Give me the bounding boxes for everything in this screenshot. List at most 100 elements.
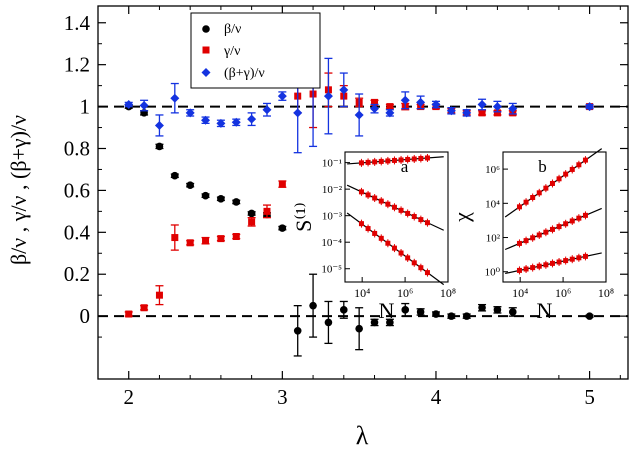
inset-data-point — [391, 157, 397, 163]
inset-data-point — [563, 258, 569, 264]
inset-x-axis-label: N — [379, 298, 395, 323]
inset-data-point — [358, 221, 364, 227]
data-point — [493, 109, 501, 117]
inset-y-tick-label: 10⁻⁵ — [321, 264, 342, 276]
inset-data-point — [523, 199, 529, 205]
inset-data-point — [378, 235, 384, 241]
data-point — [355, 324, 363, 333]
data-point — [202, 237, 210, 245]
data-point — [140, 304, 148, 312]
inset-data-point — [549, 226, 555, 232]
inset-data-point — [411, 214, 417, 220]
inset-data-point — [530, 195, 536, 200]
legend-box — [190, 12, 321, 89]
data-point — [185, 108, 195, 118]
inset-data-point — [543, 229, 549, 235]
data-point — [217, 194, 225, 203]
inset-data-point — [418, 265, 424, 271]
data-point — [293, 327, 302, 335]
data-point — [447, 312, 456, 320]
legend-label-sum: (β+γ)/ν — [224, 66, 265, 81]
data-point — [154, 120, 164, 130]
inset-data-point — [398, 157, 404, 163]
inset-data-point — [556, 224, 562, 230]
data-point — [186, 181, 194, 189]
inset-frame — [502, 151, 607, 283]
inset-data-point — [418, 155, 424, 161]
y-tick-label: 0.4 — [64, 220, 91, 244]
data-point — [416, 308, 425, 316]
data-point — [309, 301, 317, 310]
inset-data-point — [576, 215, 582, 221]
inset-panel-label: a — [401, 157, 409, 176]
data-point — [385, 108, 395, 118]
data-point — [216, 118, 226, 128]
inset-data-point — [523, 238, 529, 244]
data-point — [262, 105, 272, 115]
data-point — [508, 308, 517, 316]
data-point — [277, 91, 287, 101]
data-point — [508, 104, 518, 114]
data-point — [324, 318, 333, 327]
inset-curve — [504, 207, 602, 251]
inset-y-tick-label: 10⁻² — [322, 184, 343, 196]
data-point — [339, 85, 349, 95]
data-point — [477, 99, 487, 109]
inset-data-point — [530, 235, 536, 241]
data-point — [416, 97, 426, 107]
data-point — [278, 224, 287, 232]
inset-x-tick-label: 10⁸ — [598, 286, 614, 300]
data-point — [431, 99, 441, 109]
inset-y-tick-label: 10⁶ — [485, 164, 500, 176]
data-point — [171, 234, 179, 242]
inset-x-tick-label: 10⁶ — [397, 286, 413, 300]
data-point — [263, 207, 271, 215]
x-tick-label: 2 — [123, 385, 134, 409]
inset-data-point — [563, 221, 569, 227]
y-tick-label: 0.6 — [64, 178, 90, 202]
data-point — [278, 180, 286, 188]
inset-data-point — [385, 201, 391, 207]
inset-data-point — [424, 155, 430, 161]
data-point — [462, 312, 471, 320]
data-point — [323, 91, 333, 101]
inset-data-point — [569, 166, 575, 172]
inset-curve — [346, 184, 444, 231]
inset-data-point — [536, 232, 542, 238]
inset-y-tick-label: 10⁻³ — [322, 211, 343, 223]
inset-x-tick-label: 10⁴ — [354, 286, 370, 300]
inset-data-point — [576, 162, 582, 168]
data-point — [232, 198, 241, 206]
inset-data-point — [405, 210, 411, 216]
data-point — [247, 114, 257, 124]
y-tick-label: 0.8 — [64, 136, 90, 160]
data-point — [170, 93, 180, 103]
inset-data-point — [378, 198, 384, 204]
inset-data-point — [543, 185, 549, 191]
inset-data-point — [398, 250, 404, 256]
inset-data-point — [569, 256, 575, 262]
data-point — [125, 310, 133, 318]
data-point — [155, 291, 163, 299]
inset-data-point — [530, 265, 536, 271]
data-point — [492, 102, 502, 112]
inset-curve — [504, 148, 603, 218]
inset-y-tick-label: 10⁰ — [485, 267, 501, 279]
inset-data-point — [385, 240, 391, 246]
inset-data-point — [411, 156, 417, 162]
data-point — [201, 191, 210, 200]
inset-data-point — [358, 189, 364, 195]
inset-data-point — [556, 259, 562, 265]
legend: β/ν γ/ν (β+γ)/ν — [190, 12, 321, 89]
inset-x-axis-label: N — [537, 298, 553, 323]
inset-frame — [344, 151, 449, 283]
inset-data-point — [556, 176, 562, 182]
inset-x-tick-label: 10⁴ — [512, 286, 528, 300]
y-tick-label: 1 — [80, 95, 91, 119]
data-point — [171, 171, 179, 180]
data-point — [139, 101, 149, 111]
data-point — [400, 95, 410, 105]
inset-y-axis-label: χ — [449, 212, 474, 223]
data-point — [370, 104, 380, 114]
inset-panel-label: b — [538, 157, 547, 176]
